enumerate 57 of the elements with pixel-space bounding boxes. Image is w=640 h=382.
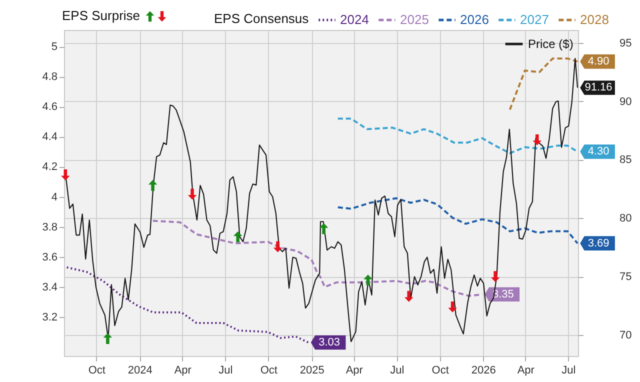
point <box>532 134 542 146</box>
y-tick-label: 3.8 <box>42 221 58 234</box>
point <box>490 271 500 282</box>
y-tick-label: 4.6 <box>42 101 58 114</box>
x-tick-label: Oct <box>432 364 449 376</box>
legend-label: 2027 <box>520 12 549 27</box>
point <box>103 332 112 344</box>
line-series <box>336 197 579 244</box>
text: EPS Surprise <box>62 8 140 23</box>
y2-tick-label: 90 <box>620 96 632 108</box>
y-tick-label: 4 <box>51 191 58 204</box>
x-tick-label: Oct <box>88 364 106 376</box>
data-label: 3.69 <box>588 237 610 250</box>
data-label: 4.90 <box>588 56 610 68</box>
y-tick-label: 4.8 <box>42 71 58 84</box>
legend-label: Price ($) <box>528 37 574 51</box>
y-tick-label: 3.2 <box>42 311 58 324</box>
y-tick-label: 4.4 <box>42 131 58 144</box>
x-tick-label: Apr <box>346 364 364 376</box>
point <box>273 241 282 252</box>
x-tick-label: 2024 <box>128 364 152 376</box>
point <box>233 231 242 242</box>
legend-title: EPS Consensus <box>214 11 310 26</box>
point <box>364 274 372 286</box>
x-tick-label: Jul <box>218 364 233 376</box>
legend-label: 2025 <box>400 12 429 27</box>
point <box>61 169 70 180</box>
x-tick-label: 2026 <box>471 364 496 376</box>
y2-tick-label: 75 <box>620 271 632 284</box>
y-tick-label: 5 <box>51 41 58 54</box>
x-tick-label: Jul <box>562 364 576 376</box>
legend-label: 2028 <box>580 12 609 27</box>
legend-label: 2024 <box>340 12 369 27</box>
point <box>188 188 197 200</box>
y-tick-label: 3.6 <box>42 251 58 264</box>
y2-tick-label: 95 <box>620 37 632 50</box>
legend-label: 2026 <box>460 12 489 27</box>
line-series <box>336 118 579 154</box>
data-label: 3.03 <box>318 336 340 348</box>
data-label: 91.16 <box>584 82 612 94</box>
x-tick-label: 2025 <box>300 364 324 376</box>
x-tick-label: Jul <box>390 364 404 376</box>
point <box>319 223 328 234</box>
line-series <box>508 58 579 111</box>
point <box>148 180 158 191</box>
x-tick-label: Apr <box>517 364 535 376</box>
y2-tick-label: 85 <box>620 154 632 166</box>
x-tick-label: Oct <box>260 364 278 376</box>
y-tick-label: 4.2 <box>42 161 58 174</box>
point <box>448 301 457 312</box>
point <box>404 290 414 302</box>
y2-tick-label: 80 <box>620 212 632 225</box>
y-tick-label: 3.4 <box>42 281 58 294</box>
x-tick-label: Apr <box>174 364 192 376</box>
y2-tick-label: 70 <box>620 329 632 342</box>
line-series <box>66 266 310 344</box>
data-label: 4.30 <box>588 146 610 158</box>
